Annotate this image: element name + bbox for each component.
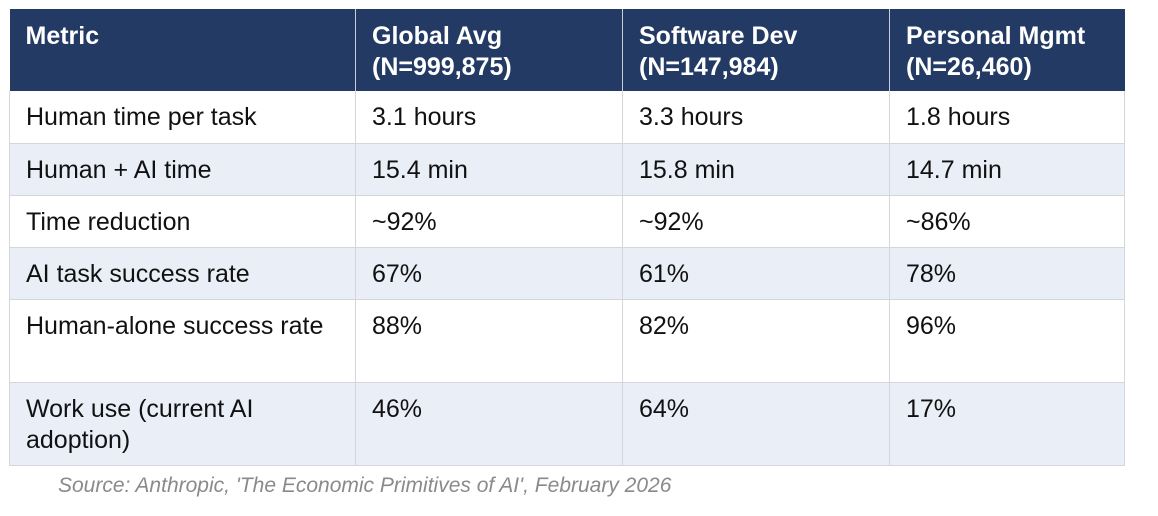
table-row: Work use (current AI adoption) 46% 64% 1… — [9, 382, 1125, 466]
table-header-row: Metric Global Avg (N=999,875) Software De… — [9, 9, 1125, 91]
metric-cell: Human-alone success rate — [9, 299, 356, 383]
personal-mgmt-cell: 17% — [889, 382, 1125, 466]
software-dev-cell: 15.8 min — [622, 143, 890, 196]
global-avg-cell: 46% — [355, 382, 623, 466]
global-avg-cell: 88% — [355, 299, 623, 383]
personal-mgmt-cell: 14.7 min — [889, 143, 1125, 196]
metric-cell: Human + AI time — [9, 143, 356, 196]
software-dev-cell: ~92% — [622, 195, 890, 248]
personal-mgmt-cell: ~86% — [889, 195, 1125, 248]
header-metric: Metric — [9, 9, 356, 91]
metric-cell: AI task success rate — [9, 247, 356, 300]
global-avg-cell: 3.1 hours — [355, 91, 623, 144]
global-avg-cell: 67% — [355, 247, 623, 300]
metric-cell: Work use (current AI adoption) — [9, 382, 356, 466]
table-row: Human-alone success rate 88% 82% 96% — [9, 299, 1125, 383]
header-software-dev: Software Dev (N=147,984) — [622, 9, 890, 91]
global-avg-cell: 15.4 min — [355, 143, 623, 196]
metric-cell: Human time per task — [9, 91, 356, 144]
software-dev-cell: 3.3 hours — [622, 91, 890, 144]
table-row: AI task success rate 67% 61% 78% — [9, 247, 1125, 300]
software-dev-cell: 61% — [622, 247, 890, 300]
personal-mgmt-cell: 96% — [889, 299, 1125, 383]
personal-mgmt-cell: 1.8 hours — [889, 91, 1125, 144]
software-dev-cell: 64% — [622, 382, 890, 466]
personal-mgmt-cell: 78% — [889, 247, 1125, 300]
table-row: Human + AI time 15.4 min 15.8 min 14.7 m… — [9, 143, 1125, 196]
header-personal-mgmt: Personal Mgmt (N=26,460) — [889, 9, 1125, 91]
table-row: Human time per task 3.1 hours 3.3 hours … — [9, 91, 1125, 144]
source-caption: Source: Anthropic, 'The Economic Primiti… — [58, 474, 672, 497]
header-global-avg: Global Avg (N=999,875) — [355, 9, 623, 91]
metrics-table: Metric Global Avg (N=999,875) Software De… — [9, 9, 1125, 466]
global-avg-cell: ~92% — [355, 195, 623, 248]
software-dev-cell: 82% — [622, 299, 890, 383]
metric-cell: Time reduction — [9, 195, 356, 248]
table-row: Time reduction ~92% ~92% ~86% — [9, 195, 1125, 248]
